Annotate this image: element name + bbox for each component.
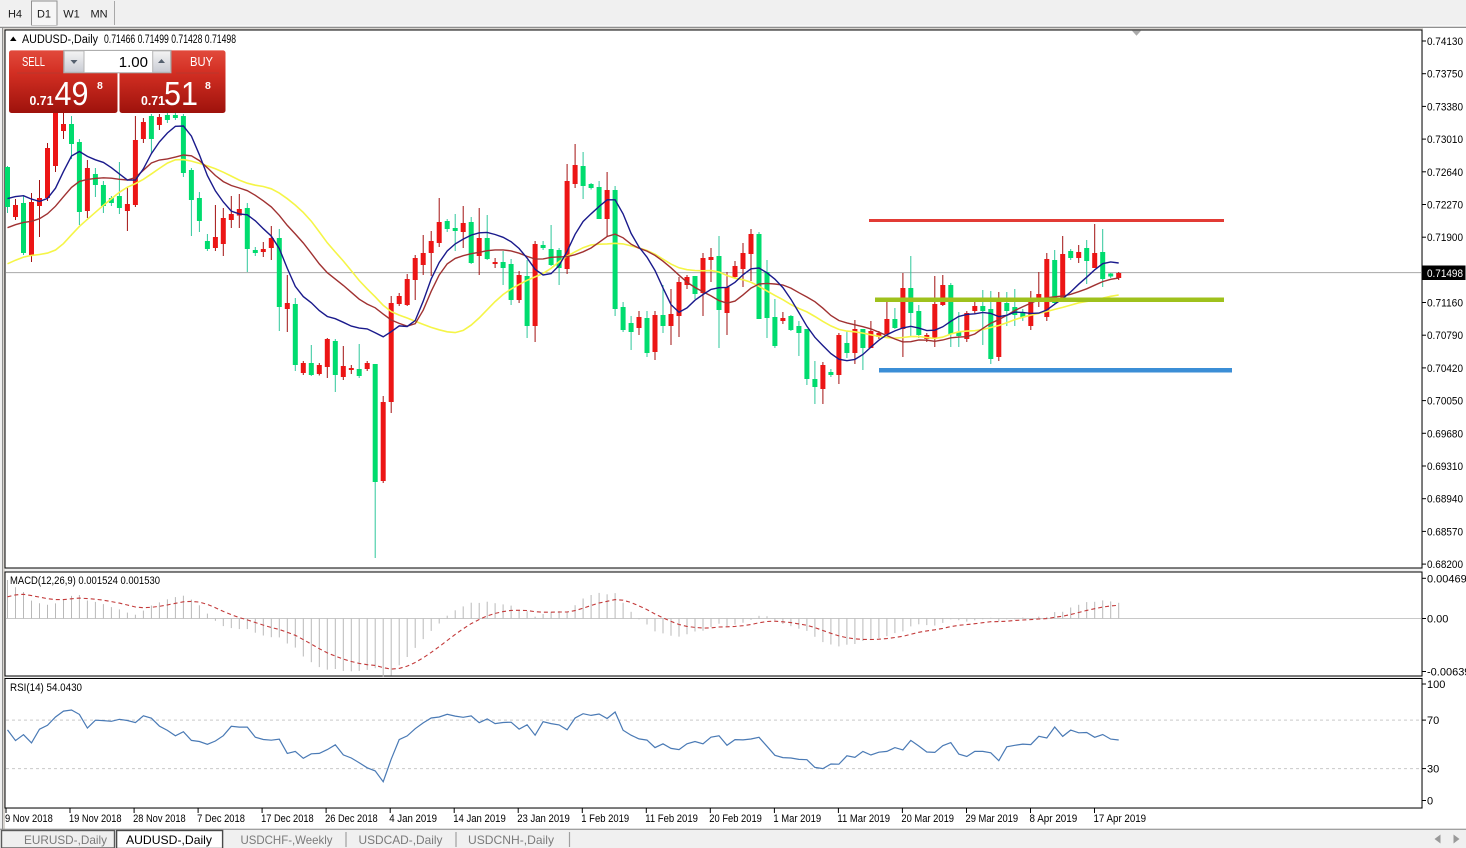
svg-text:8 Apr 2019: 8 Apr 2019	[1030, 813, 1078, 825]
svg-text:0.71160: 0.71160	[1427, 298, 1463, 310]
svg-text:0.73750: 0.73750	[1427, 69, 1463, 81]
svg-text:1 Mar 2019: 1 Mar 2019	[773, 813, 821, 825]
svg-text:0.70050: 0.70050	[1427, 396, 1463, 408]
svg-text:0.00: 0.00	[1427, 614, 1448, 626]
svg-text:28 Nov 2018: 28 Nov 2018	[133, 813, 186, 825]
svg-text:7 Dec 2018: 7 Dec 2018	[197, 813, 245, 825]
svg-text:BUY: BUY	[190, 54, 213, 69]
svg-text:0.73010: 0.73010	[1427, 134, 1463, 146]
svg-text:1.00: 1.00	[119, 54, 148, 71]
svg-text:0.71900: 0.71900	[1427, 232, 1463, 244]
svg-text:SELL: SELL	[22, 54, 45, 69]
svg-text:23 Jan 2019: 23 Jan 2019	[517, 813, 570, 825]
svg-text:100: 100	[1427, 679, 1445, 691]
svg-text:0.68570: 0.68570	[1427, 526, 1463, 538]
svg-text:USDCAD-,Daily: USDCAD-,Daily	[359, 833, 443, 847]
svg-text:29 Mar 2019: 29 Mar 2019	[966, 813, 1019, 825]
svg-text:AUDUSD-,Daily: AUDUSD-,Daily	[126, 833, 212, 847]
svg-text:8: 8	[97, 80, 103, 92]
svg-text:51: 51	[164, 75, 198, 112]
svg-text:MN: MN	[90, 9, 107, 21]
svg-text:EURUSD-,Daily: EURUSD-,Daily	[24, 833, 107, 847]
svg-text:MACD(12,26,9) 0.001524 0.00153: MACD(12,26,9) 0.001524 0.001530	[10, 575, 160, 587]
svg-text:1 Feb 2019: 1 Feb 2019	[581, 813, 629, 825]
svg-text:0.71: 0.71	[30, 94, 54, 108]
svg-text:4 Jan 2019: 4 Jan 2019	[389, 813, 437, 825]
svg-text:0.73380: 0.73380	[1427, 101, 1463, 113]
svg-text:70: 70	[1427, 715, 1439, 727]
svg-text:19 Nov 2018: 19 Nov 2018	[69, 813, 122, 825]
svg-text:26 Dec 2018: 26 Dec 2018	[325, 813, 378, 825]
svg-text:0.71466 0.71499 0.71428 0.7149: 0.71466 0.71499 0.71428 0.71498	[104, 34, 236, 46]
svg-text:-0.00639: -0.00639	[1427, 667, 1466, 679]
svg-text:USDCHF-,Weekly: USDCHF-,Weekly	[241, 833, 333, 847]
svg-text:0.69310: 0.69310	[1427, 461, 1463, 473]
svg-text:AUDUSD-,Daily: AUDUSD-,Daily	[22, 34, 98, 46]
svg-text:0.71: 0.71	[141, 94, 165, 108]
svg-text:0.72270: 0.72270	[1427, 200, 1463, 212]
svg-text:0.71498: 0.71498	[1427, 268, 1463, 280]
svg-text:17 Apr 2019: 17 Apr 2019	[1094, 813, 1147, 825]
svg-text:W1: W1	[63, 9, 80, 21]
svg-text:9 Nov 2018: 9 Nov 2018	[5, 813, 53, 825]
svg-text:0.70420: 0.70420	[1427, 363, 1463, 375]
svg-text:RSI(14) 54.0430: RSI(14) 54.0430	[10, 682, 82, 694]
svg-text:0.004694: 0.004694	[1427, 573, 1466, 585]
svg-text:D1: D1	[37, 9, 51, 21]
svg-text:11 Mar 2019: 11 Mar 2019	[837, 813, 890, 825]
svg-text:0.68200: 0.68200	[1427, 559, 1463, 571]
svg-text:H4: H4	[8, 9, 22, 21]
svg-text:14 Jan 2019: 14 Jan 2019	[453, 813, 506, 825]
svg-text:0.68940: 0.68940	[1427, 494, 1463, 506]
svg-text:0.70790: 0.70790	[1427, 330, 1463, 342]
svg-text:0.74130: 0.74130	[1427, 36, 1463, 48]
svg-text:0: 0	[1427, 796, 1433, 808]
svg-text:0.72640: 0.72640	[1427, 167, 1463, 179]
svg-text:0.69680: 0.69680	[1427, 428, 1463, 440]
svg-text:11 Feb 2019: 11 Feb 2019	[645, 813, 698, 825]
svg-text:8: 8	[205, 80, 211, 92]
svg-text:USDCNH-,Daily: USDCNH-,Daily	[468, 833, 554, 847]
svg-text:30: 30	[1427, 764, 1439, 776]
svg-text:20 Feb 2019: 20 Feb 2019	[709, 813, 762, 825]
svg-text:17 Dec 2018: 17 Dec 2018	[261, 813, 314, 825]
svg-text:20 Mar 2019: 20 Mar 2019	[901, 813, 954, 825]
svg-text:49: 49	[55, 75, 89, 112]
